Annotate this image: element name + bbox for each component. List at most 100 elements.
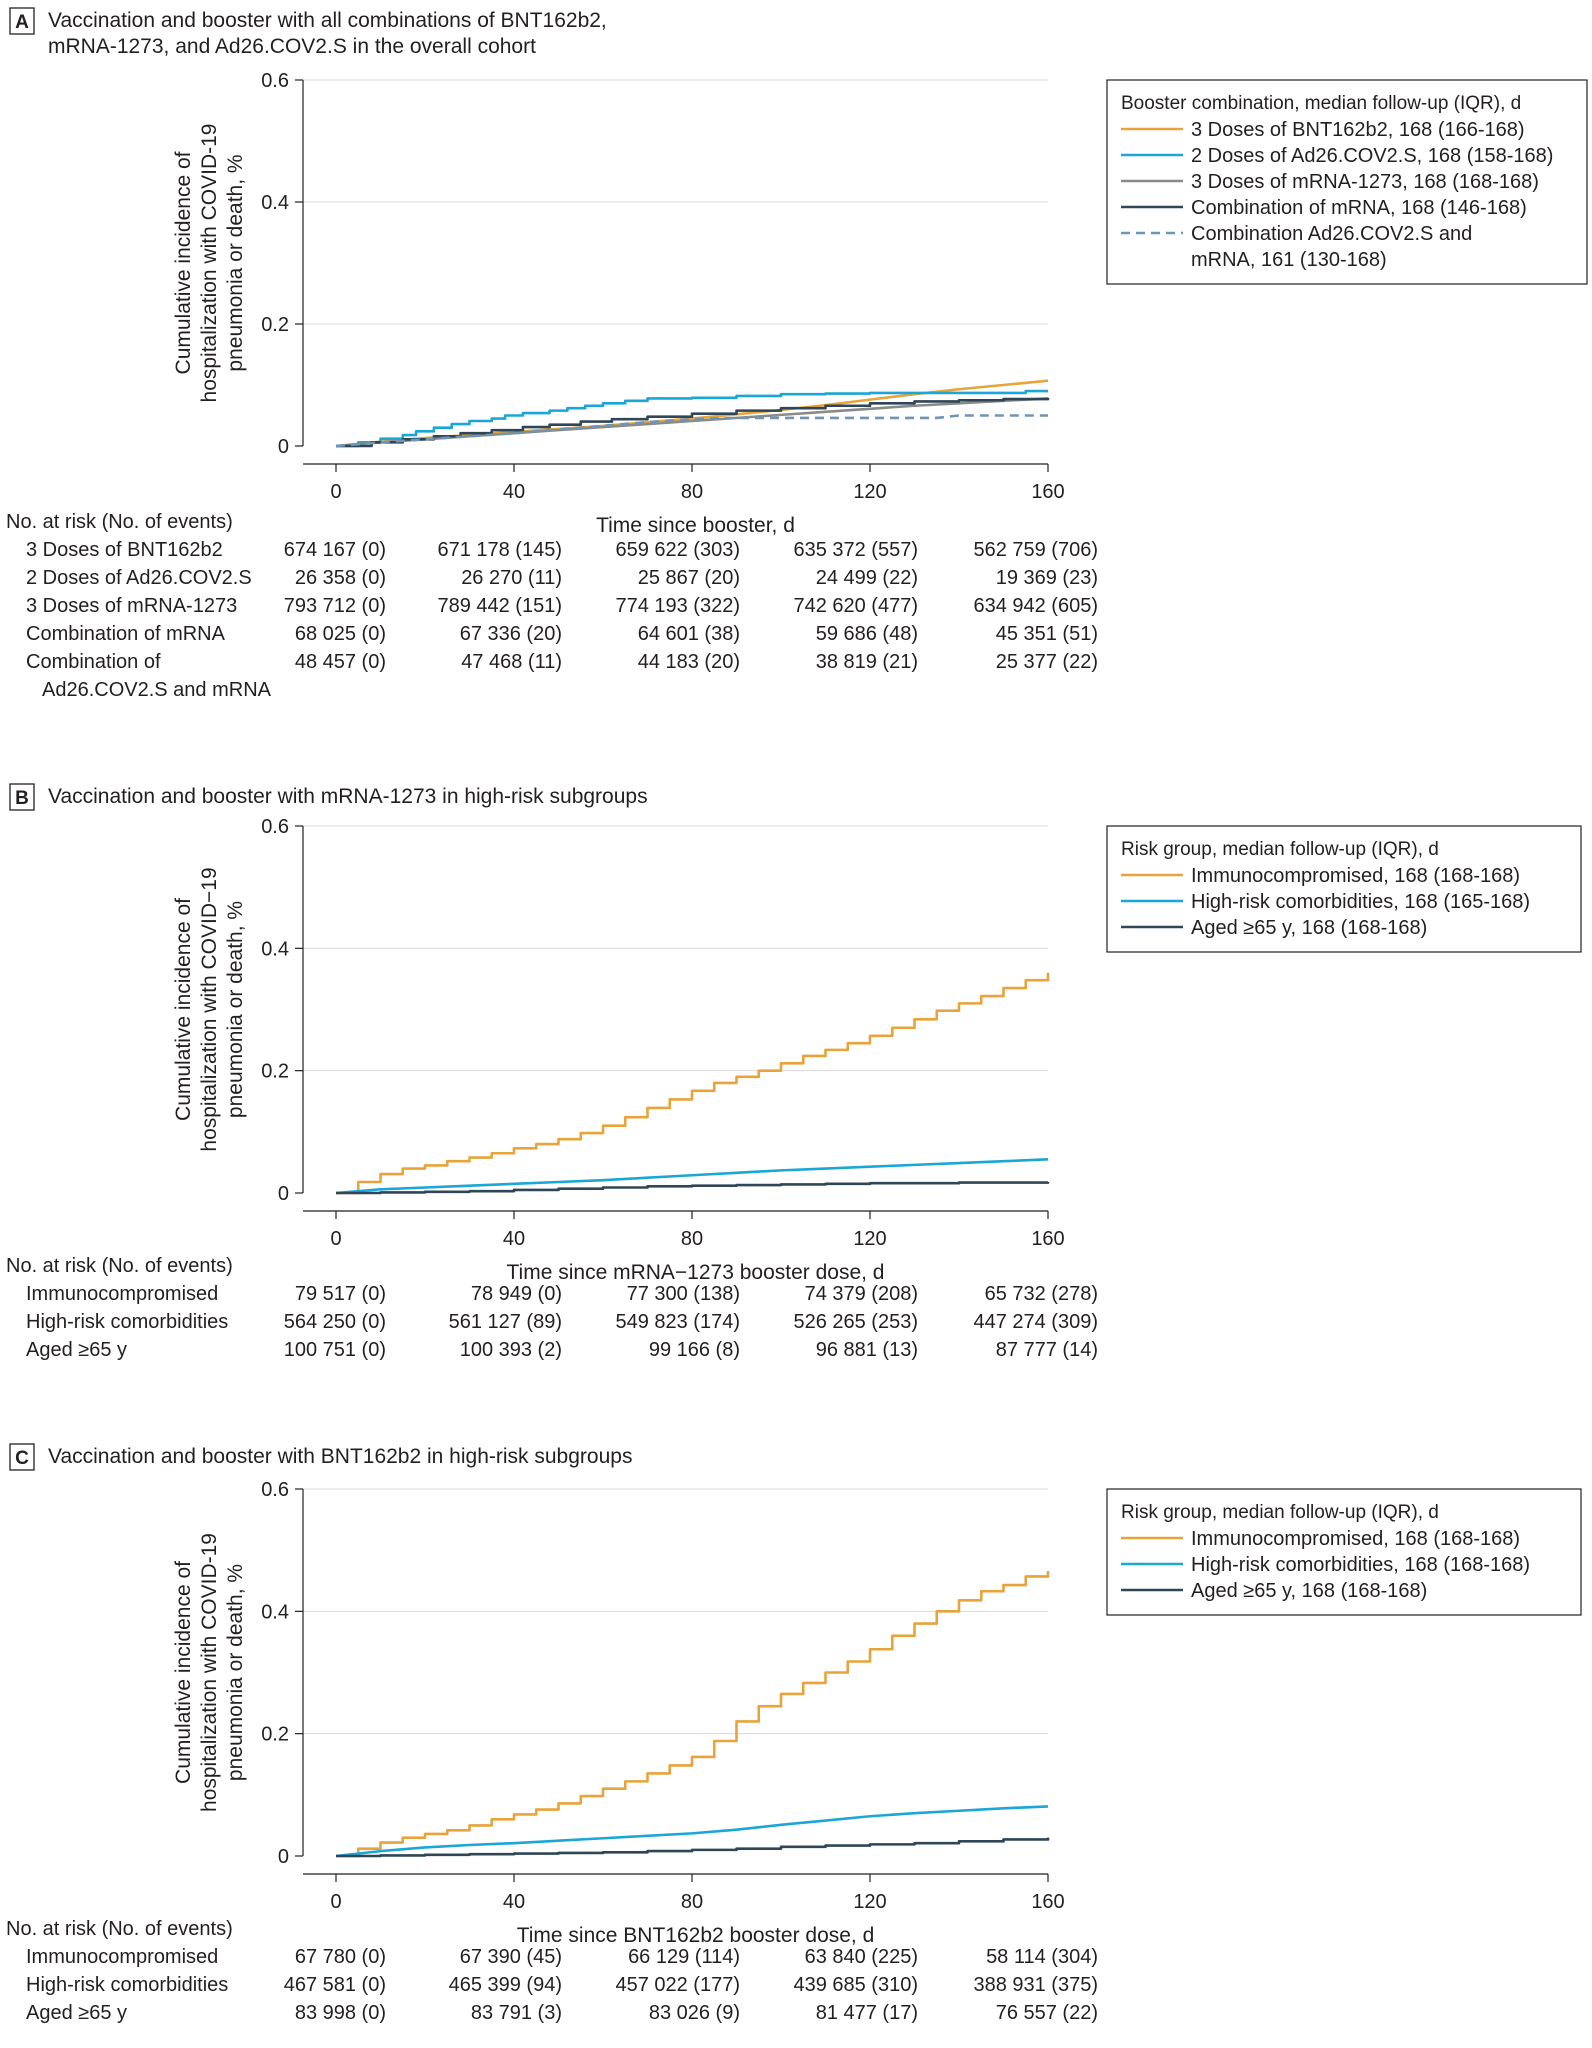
risk-table-row-label: Immunocompromised bbox=[26, 1283, 218, 1305]
y-axis-label-line: Cumulative incidence of bbox=[172, 898, 195, 1121]
legend-entry: 3 Doses of BNT162b2, 168 (166-168) bbox=[1191, 119, 1525, 141]
risk-table-cell: 58 114 (304) bbox=[986, 1946, 1098, 1968]
legend-entry: High-risk comorbidities, 168 (168-168) bbox=[1191, 1554, 1530, 1576]
y-axis-label-line: hospitalization with COVID-19 bbox=[198, 124, 221, 403]
panel-letter-box bbox=[9, 1443, 35, 1471]
risk-table-row-label: High-risk comorbidities bbox=[26, 1974, 228, 1996]
risk-table-cell: 77 300 (138) bbox=[627, 1283, 740, 1305]
panel-letter: C bbox=[15, 1448, 29, 1469]
x-tick-label: 120 bbox=[853, 1891, 886, 1913]
risk-table-cell: 38 819 (21) bbox=[816, 651, 918, 673]
y-tick-label: 0.6 bbox=[261, 70, 289, 92]
y-axis-label-line: hospitalization with COVID−19 bbox=[198, 867, 221, 1151]
y-axis-label: Cumulative incidence of hospitalization w… bbox=[172, 124, 247, 403]
legend-entry: mRNA, 161 (130-168) bbox=[1191, 249, 1387, 271]
panel-letter-box bbox=[9, 783, 35, 811]
series-line-4 bbox=[336, 397, 1050, 448]
legend-box bbox=[1106, 1488, 1582, 1616]
y-axis-label-line: hospitalization with COVID-19 bbox=[198, 1533, 221, 1812]
risk-table-row-label: High-risk comorbidities bbox=[26, 1311, 228, 1333]
risk-table-cell: 564 250 (0) bbox=[284, 1311, 386, 1333]
y-tick-label: 0.2 bbox=[261, 1061, 289, 1083]
risk-table-cell: 793 712 (0) bbox=[284, 595, 386, 617]
x-tick-label: 80 bbox=[681, 1228, 703, 1250]
legend-entry: Combination of mRNA, 168 (146-168) bbox=[1191, 197, 1527, 219]
risk-table-cell: 25 377 (22) bbox=[996, 651, 1098, 673]
risk-table-row-label: Ad26.COV2.S and mRNA bbox=[42, 679, 272, 701]
risk-table-cell: 68 025 (0) bbox=[295, 623, 386, 645]
risk-table-row-label: Combination of bbox=[26, 651, 161, 673]
x-tick-label: 0 bbox=[330, 1891, 341, 1913]
y-axis-label-line: pneumonia or death, % bbox=[224, 901, 247, 1118]
y-axis-label-line: Cumulative incidence of bbox=[172, 151, 195, 374]
risk-table-cell: 674 167 (0) bbox=[284, 539, 386, 561]
series-line-2 bbox=[335, 1805, 1049, 1858]
risk-table-cell: 100 751 (0) bbox=[284, 1339, 386, 1361]
series-line-2 bbox=[335, 1158, 1049, 1195]
risk-table-cell: 24 499 (22) bbox=[816, 567, 918, 589]
legend-entry: Aged ≥65 y, 168 (168-168) bbox=[1191, 1580, 1427, 1602]
x-tick-label: 160 bbox=[1031, 1228, 1064, 1250]
risk-table-cell: 45 351 (51) bbox=[996, 623, 1098, 645]
legend-box bbox=[1106, 825, 1582, 953]
legend-entry: Combination Ad26.COV2.S and bbox=[1191, 223, 1472, 245]
risk-table-cell: 526 265 (253) bbox=[793, 1311, 918, 1333]
x-tick-label: 160 bbox=[1031, 1891, 1064, 1913]
risk-table-row-label: 3 Doses of mRNA-1273 bbox=[26, 595, 237, 617]
risk-table-cell: 79 517 (0) bbox=[295, 1283, 386, 1305]
risk-table-cell: 467 581 (0) bbox=[284, 1974, 386, 1996]
series-line-3 bbox=[336, 1837, 1050, 1858]
y-tick-label: 0 bbox=[278, 1846, 289, 1868]
risk-table-cell: 100 393 (2) bbox=[460, 1339, 562, 1361]
series-line-2 bbox=[336, 389, 1048, 448]
risk-table-cell: 83 998 (0) bbox=[295, 2002, 386, 2024]
risk-table-cell: 388 931 (375) bbox=[973, 1974, 1098, 1996]
y-axis-label-line: pneumonia or death, % bbox=[224, 1564, 247, 1781]
series-line-1 bbox=[336, 1570, 1050, 1858]
risk-table-row-label: 2 Doses of Ad26.COV2.S bbox=[26, 567, 252, 589]
x-tick-label: 80 bbox=[681, 481, 703, 503]
panel-letter-box bbox=[9, 7, 35, 35]
legend-entry: Immunocompromised, 168 (168-168) bbox=[1191, 865, 1520, 887]
risk-table-cell: 76 557 (22) bbox=[996, 2002, 1098, 2024]
risk-table-cell: 67 336 (20) bbox=[460, 623, 562, 645]
panel-title: Vaccination and booster with mRNA-1273 i… bbox=[48, 785, 648, 808]
series-line-3 bbox=[336, 1181, 1050, 1195]
y-tick-label: 0 bbox=[278, 436, 289, 458]
x-tick-label: 0 bbox=[330, 481, 341, 503]
risk-table-row-label: Aged ≥65 y bbox=[26, 2002, 127, 2024]
panel-c: C Vaccination and booster with BNT162b2 i… bbox=[6, 1443, 1582, 2024]
risk-table-cell: 671 178 (145) bbox=[437, 539, 562, 561]
risk-table-cell: 65 732 (278) bbox=[985, 1283, 1098, 1305]
risk-table-cell: 439 685 (310) bbox=[793, 1974, 918, 1996]
x-axis-label: Time since mRNA−1273 booster dose, d bbox=[507, 1261, 885, 1284]
y-axis-label: Cumulative incidence of hospitalization w… bbox=[172, 1533, 247, 1812]
y-tick-label: 0.4 bbox=[261, 192, 289, 214]
risk-table-row-label: Immunocompromised bbox=[26, 1946, 218, 1968]
risk-table-cell: 25 867 (20) bbox=[638, 567, 740, 589]
risk-table-cell: 19 369 (23) bbox=[996, 567, 1098, 589]
x-axis-label: Time since BNT162b2 booster dose, d bbox=[517, 1924, 875, 1947]
risk-table-cell: 47 468 (11) bbox=[461, 651, 562, 673]
risk-table-cell: 67 390 (45) bbox=[460, 1946, 562, 1968]
y-axis-label: Cumulative incidence of hospitalization w… bbox=[172, 867, 247, 1151]
panel-letter: A bbox=[15, 12, 29, 33]
risk-table-cell: 447 274 (309) bbox=[973, 1311, 1098, 1333]
legend-title: Risk group, median follow-up (IQR), d bbox=[1121, 839, 1439, 860]
legend-entry: High-risk comorbidities, 168 (165-168) bbox=[1191, 891, 1530, 913]
risk-table-cell: 99 166 (8) bbox=[649, 1339, 740, 1361]
x-tick-label: 0 bbox=[330, 1228, 341, 1250]
risk-table-cell: 83 026 (9) bbox=[649, 2002, 740, 2024]
risk-table-cell: 44 183 (20) bbox=[638, 651, 740, 673]
risk-table-cell: 96 881 (13) bbox=[816, 1339, 918, 1361]
y-tick-label: 0.2 bbox=[261, 1724, 289, 1746]
x-tick-label: 120 bbox=[853, 1228, 886, 1250]
risk-table-cell: 63 840 (225) bbox=[805, 1946, 918, 1968]
risk-table-cell: 549 823 (174) bbox=[615, 1311, 740, 1333]
risk-table-cell: 87 777 (14) bbox=[996, 1339, 1098, 1361]
risk-table-row-label: Aged ≥65 y bbox=[26, 1339, 127, 1361]
y-tick-label: 0.4 bbox=[261, 938, 289, 960]
risk-table-cell: 64 601 (38) bbox=[638, 623, 740, 645]
risk-table-cell: 67 780 (0) bbox=[295, 1946, 386, 1968]
risk-table-cell: 66 129 (114) bbox=[628, 1946, 740, 1968]
